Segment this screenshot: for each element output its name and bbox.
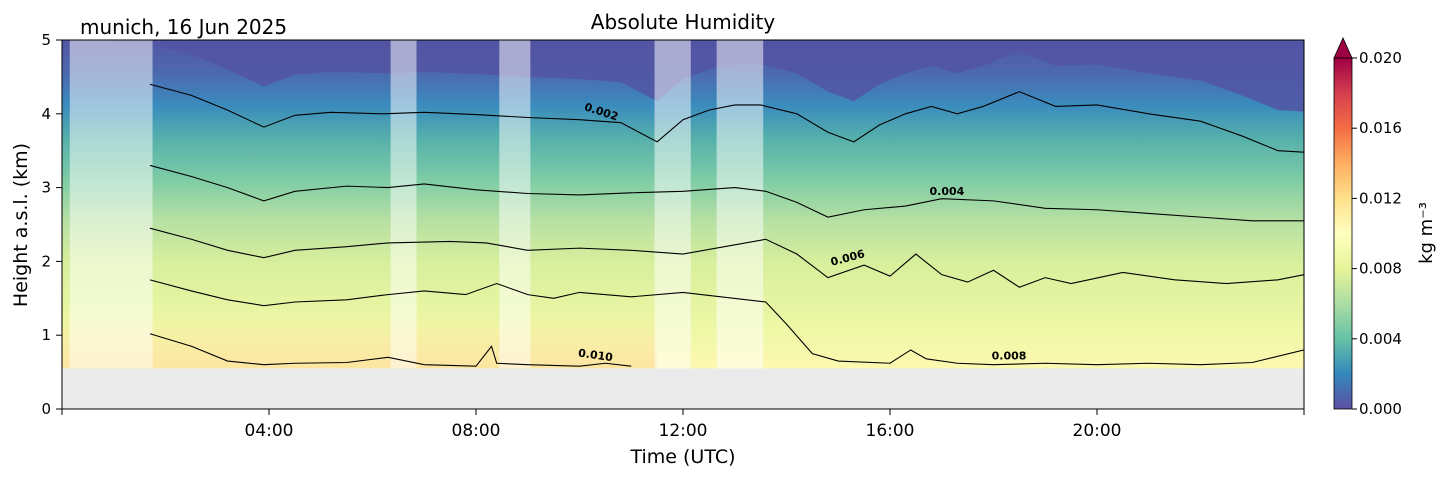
contour-0-008	[149, 279, 1304, 366]
contour-0-006	[149, 227, 1304, 288]
colorbar-tick-label: 0.012	[1359, 189, 1402, 207]
colorbar-extend-arrow	[1333, 37, 1353, 59]
y-axis-ticks: 0 1 2 3 4 5	[41, 31, 62, 418]
contour-0-004	[149, 164, 1304, 222]
colorbar-tick-label: 0.004	[1359, 330, 1402, 348]
colorbar-gradient	[1333, 57, 1353, 410]
ground-mask	[62, 368, 1304, 409]
location-date-label: munich, 16 Jun 2025	[80, 15, 287, 39]
masked-period-2	[499, 40, 531, 369]
masked-period-3	[654, 40, 691, 369]
contour-0-002	[149, 83, 1304, 153]
contour-0-01	[149, 333, 632, 367]
colorbar-tick-label: 0.020	[1359, 49, 1402, 67]
contour-lines	[149, 83, 1304, 367]
contour-label: 0.008	[992, 350, 1027, 363]
colorbar-label: kg m⁻³	[1416, 202, 1437, 264]
x-axis-ticks: 04:00 08:00 12:00 16:00 20:00	[61, 409, 1305, 441]
contour-label: 0.010	[577, 346, 614, 364]
colorbar-ticks: 0.000 0.004 0.008 0.012 0.016 0.020	[1352, 49, 1402, 418]
y-tick-label: 3	[41, 179, 51, 197]
x-axis-label: Time (UTC)	[629, 446, 735, 468]
x-tick-label: 16:00	[866, 421, 915, 441]
y-tick-label: 1	[41, 326, 51, 344]
y-axis-label: Height a.s.l. (km)	[10, 143, 32, 307]
moist-surface-layer	[62, 313, 658, 369]
colorbar-tick-label: 0.008	[1359, 260, 1402, 278]
colorbar-tick-label: 0.016	[1359, 119, 1402, 137]
colorbar: 0.000 0.004 0.008 0.012 0.016 0.020 kg m⁻³	[1333, 37, 1437, 418]
x-tick-label: 08:00	[452, 421, 501, 441]
y-tick-label: 0	[41, 400, 51, 418]
y-tick-label: 2	[41, 252, 51, 270]
contour-label: 0.004	[930, 185, 965, 198]
y-tick-label: 4	[41, 105, 51, 123]
x-tick-label: 12:00	[659, 421, 708, 441]
colorbar-tick-label: 0.000	[1359, 400, 1402, 418]
chart-title: Absolute Humidity	[591, 10, 776, 34]
masked-periods	[69, 40, 764, 369]
masked-period-4	[716, 40, 764, 369]
x-tick-label: 04:00	[245, 421, 294, 441]
masked-period-1	[390, 40, 417, 369]
masked-period-0	[69, 40, 153, 369]
y-tick-label: 5	[41, 31, 51, 49]
x-tick-label: 20:00	[1073, 421, 1122, 441]
